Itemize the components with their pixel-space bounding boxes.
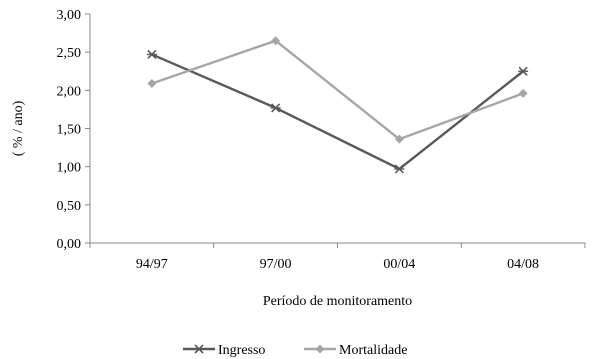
series-line-mortalidade [151,39,524,141]
legend-item-mortalidade: Mortalidade [304,343,407,358]
y-tick-label: 1,50 [57,123,82,138]
data-point-mortalidade [518,88,528,98]
x-ticks: 94/97 97/00 00/04 04/08 [89,243,586,272]
legend-label-mortalidade: Mortalidade [339,343,407,358]
data-point-mortalidade [271,36,281,46]
x-tick-label: 97/00 [260,257,292,272]
y-tick-label: 3,00 [57,8,82,23]
data-point-mortalidade [147,78,157,88]
data-point-mortalidade [394,134,404,144]
y-tick-label: 0,50 [57,199,82,214]
legend-marker [194,344,204,354]
data-point-ingresso [394,164,405,174]
legend: Ingresso Mortalidade [183,343,407,358]
series-line-ingresso [151,53,524,171]
series-mortalidade [147,36,528,144]
x-tick-label: 04/08 [507,257,539,272]
y-tick-label: 2,00 [57,84,82,99]
x-axis-title: Período de monitoramento [263,294,412,309]
y-axis: 0,00 0,50 1,00 1,50 2,00 2,50 3,00 [57,8,91,252]
x-tick-label: 94/97 [136,257,168,272]
y-tick-label: 1,00 [57,161,82,176]
legend-label-ingresso: Ingresso [218,343,265,358]
y-axis-title: ( % / ano) [11,100,26,156]
x-tick-label: 00/04 [383,257,415,272]
x-axis: 94/97 97/00 00/04 04/08 [89,242,586,272]
series-ingresso [146,49,529,174]
legend-marker [315,344,325,354]
data-point-ingresso [146,49,157,60]
y-tick-label: 0,00 [57,237,82,252]
y-tick-label: 2,50 [57,46,82,61]
y-ticks: 0,00 0,50 1,00 1,50 2,00 2,50 3,00 [57,8,90,252]
data-point-ingresso [270,103,281,113]
data-point-ingresso [518,66,529,76]
legend-item-ingresso: Ingresso [183,343,265,358]
plot-series [146,36,529,174]
